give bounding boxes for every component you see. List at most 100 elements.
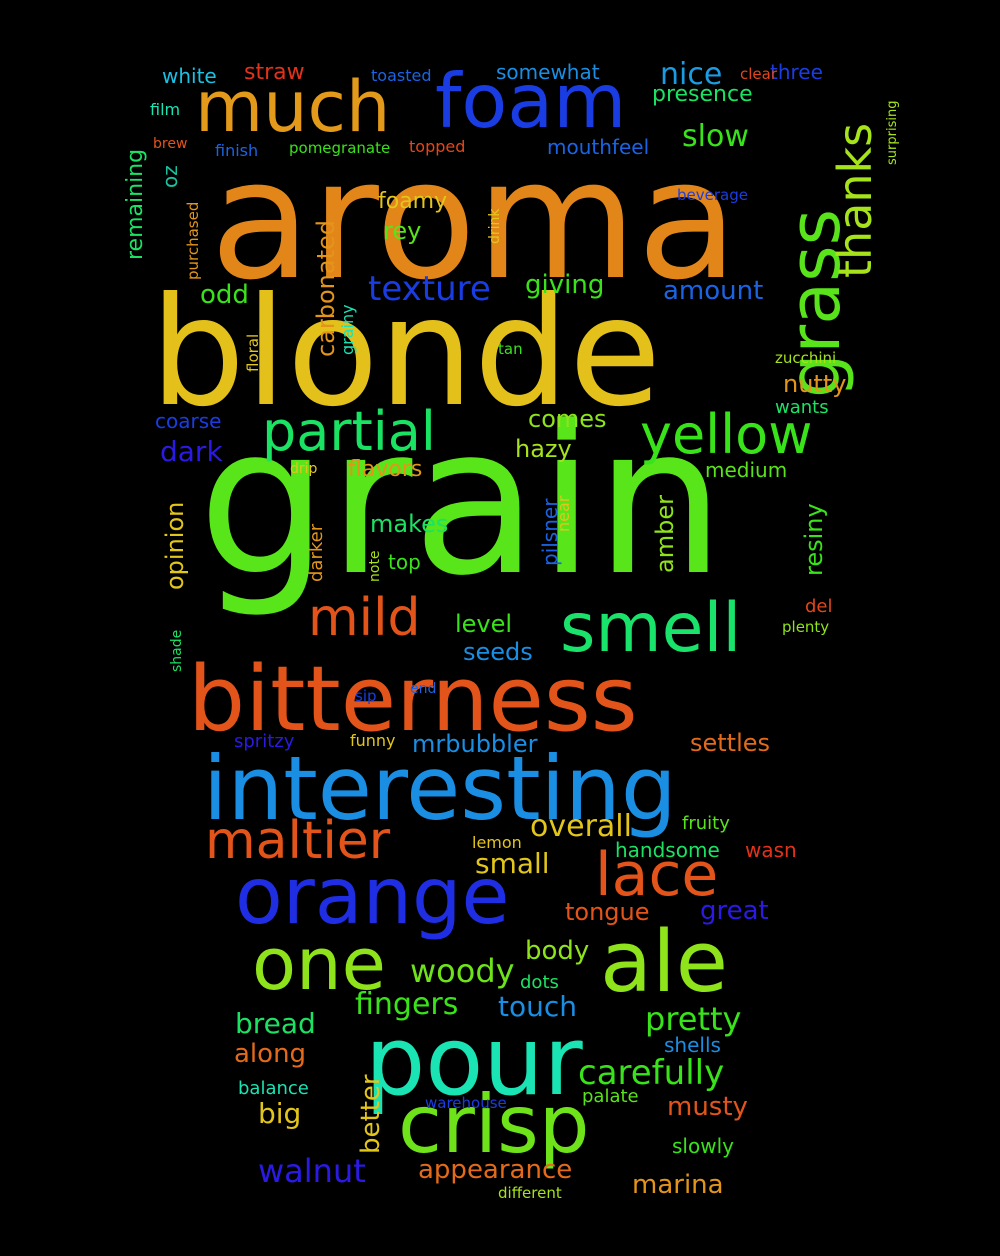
word-lace: lace (595, 840, 719, 910)
word-partial: partial (262, 400, 436, 463)
word-slow: slow (682, 119, 749, 154)
word-carefully: carefully (578, 1053, 725, 1093)
word-floral: floral (244, 333, 262, 372)
word-texture: texture (368, 269, 491, 309)
word-drink: drink (487, 208, 503, 244)
word-nice: nice (660, 57, 723, 92)
word-better: better (356, 1074, 386, 1154)
word-amber: amber (651, 495, 679, 573)
word-clear: clear (740, 65, 778, 83)
word-brew: brew (153, 136, 188, 152)
word-medium: medium (705, 458, 788, 482)
word-film: film (150, 100, 181, 119)
word-topped: topped (409, 137, 466, 156)
word-tongue: tongue (565, 898, 650, 926)
word-different: different (498, 1184, 562, 1202)
word-foam: foam (435, 57, 627, 145)
word-pretty: pretty (645, 1000, 742, 1038)
word-remaining: remaining (123, 148, 148, 260)
word-along: along (234, 1039, 307, 1069)
word-touch: touch (498, 990, 577, 1023)
word-hazy: hazy (515, 435, 572, 463)
word-straw: straw (244, 60, 305, 85)
word-much: much (195, 66, 391, 148)
word-shade: shade (169, 629, 185, 672)
word-flavors: flavors (348, 457, 423, 482)
word-interesting: interesting (203, 737, 677, 840)
word-appearance: appearance (418, 1155, 573, 1185)
word-fruity: fruity (682, 813, 730, 834)
word-one: one (252, 922, 386, 1006)
word-purchased: purchased (184, 201, 202, 280)
word-handsome: handsome (615, 838, 720, 862)
word-amount: amount (663, 276, 764, 306)
word-seeds: seeds (463, 638, 533, 666)
word-blonde: blonde (150, 266, 662, 440)
word-del: del (805, 596, 833, 617)
word-zucchini: zucchini (775, 349, 837, 367)
word-odd: odd (200, 280, 249, 310)
word-nutty: nutty (783, 370, 847, 398)
word-toasted: toasted (371, 66, 432, 85)
word-palate: palate (582, 1086, 639, 1107)
word-dots: dots (520, 972, 559, 993)
word-thanks: thanks (828, 122, 882, 278)
word-musty: musty (667, 1092, 748, 1122)
word-end: end (410, 681, 437, 697)
word-wants: wants (775, 397, 829, 418)
word-spritzy: spritzy (234, 731, 295, 752)
word-note: note (367, 550, 383, 582)
word-three: three (770, 60, 823, 84)
word-rey: rey (383, 217, 422, 245)
word-great: great (700, 896, 769, 926)
word-settles: settles (690, 729, 771, 757)
word-sip: sip (355, 687, 377, 705)
word-surprising: surprising (885, 100, 900, 165)
word-body: body (525, 936, 590, 966)
word-grainy: grainy (338, 304, 357, 355)
word-small: small (475, 847, 550, 880)
word-darker: darker (306, 523, 327, 582)
word-plenty: plenty (782, 618, 830, 636)
word-pour: pour (365, 1007, 583, 1117)
word-near: near (554, 495, 573, 532)
word-dark: dark (160, 435, 223, 468)
word-woody: woody (410, 952, 515, 990)
word-crisp: crisp (398, 1078, 590, 1171)
word-white: white (162, 64, 217, 88)
word-warehouse: warehouse (425, 1094, 507, 1112)
word-comes: comes (528, 405, 607, 433)
word-grain: grain (198, 383, 725, 621)
word-resiny: resiny (800, 503, 828, 576)
word-lemon: lemon (472, 833, 522, 852)
word-mouthfeel: mouthfeel (547, 135, 650, 159)
word-maltier: maltier (205, 811, 391, 871)
word-wasn: wasn (745, 838, 797, 862)
word-oz: oz (158, 165, 182, 188)
word-mrbubbler: mrbubbler (412, 730, 538, 758)
word-coarse: coarse (155, 409, 222, 433)
word-bread: bread (235, 1007, 316, 1040)
word-mild: mild (308, 588, 421, 648)
word-pomegranate: pomegranate (289, 139, 391, 157)
word-top: top (388, 550, 421, 574)
word-balance: balance (238, 1078, 309, 1099)
word-yellow: yellow (640, 403, 813, 466)
word-giving: giving (525, 270, 605, 300)
word-bitterness: bitterness (188, 647, 638, 752)
word-aroma: aroma (210, 124, 739, 316)
word-makes: makes (370, 510, 449, 538)
word-orange: orange (235, 852, 510, 942)
word-opinion: opinion (161, 501, 189, 590)
word-somewhat: somewhat (496, 60, 600, 84)
word-big: big (258, 1097, 302, 1130)
word-shells: shells (664, 1033, 721, 1057)
word-walnut: walnut (258, 1152, 366, 1190)
word-carbonated: carbonated (312, 219, 340, 357)
word-fingers: fingers (355, 987, 459, 1022)
word-funny: funny (350, 731, 396, 750)
word-smell: smell (560, 589, 742, 668)
word-beverage: beverage (677, 186, 748, 204)
word-ale: ale (600, 913, 728, 1012)
